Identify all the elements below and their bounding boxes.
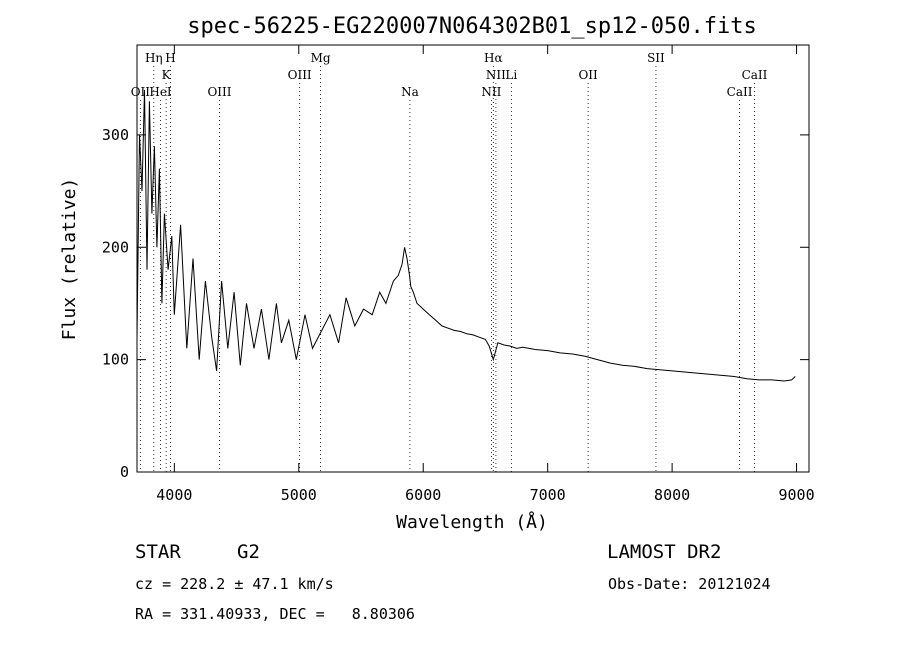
spectral-line-label: OII [578, 68, 598, 82]
y-tick-label: 200 [102, 238, 129, 256]
spectral-line-label: H [165, 51, 175, 65]
y-axis-label: Flux (relative) [59, 178, 80, 341]
survey-label: LAMOST DR2 [607, 541, 722, 563]
spectral-line-label: NII [486, 68, 506, 82]
x-tick-label: 7000 [530, 486, 566, 504]
redshift-velocity: cz = 228.2 ± 47.1 km/s [135, 575, 334, 593]
spectral-line-label: Hα [484, 51, 503, 65]
spectral-line-label: NII [481, 85, 501, 99]
spectral-line-label: CaII [727, 85, 753, 99]
y-tick-label: 100 [102, 351, 129, 369]
spectral-line-label: OIII [207, 85, 231, 99]
x-tick-label: 6000 [405, 486, 441, 504]
x-tick-label: 9000 [778, 486, 814, 504]
spectral-line-label: SII [647, 51, 665, 65]
spectral-line-label: HeI [149, 85, 172, 99]
x-tick-label: 4000 [156, 486, 192, 504]
coordinates: RA = 331.40933, DEC = 8.80306 [135, 605, 415, 623]
spectral-line-label: CaII [742, 68, 768, 82]
object-subclass: G2 [237, 541, 260, 563]
x-tick-label: 8000 [654, 486, 690, 504]
x-axis: 4000 5000 6000 7000 8000 9000 [156, 45, 815, 504]
spectrum-series-line [136, 89, 796, 382]
spectral-line-label: OII [131, 85, 151, 99]
spectral-line-label: Li [505, 68, 517, 82]
plot-frame [136, 44, 810, 473]
x-axis-label: Wavelength (Å) [396, 511, 548, 533]
spectral-line-label: Na [401, 85, 419, 99]
spectral-line-label: Hη [145, 51, 163, 65]
spectral-line-label: Mg [311, 51, 331, 65]
chart-title: spec-56225-EG220007N064302B01_sp12-050.f… [187, 14, 757, 39]
observation-date: Obs-Date: 20121024 [608, 575, 771, 593]
y-axis: 0 100 200 300 [102, 126, 809, 481]
spectral-line-label: K [162, 68, 172, 82]
object-class: STAR [135, 541, 181, 563]
spectral-line-label: OIII [288, 68, 312, 82]
x-tick-label: 5000 [281, 486, 317, 504]
y-tick-label: 0 [120, 463, 129, 481]
y-tick-label: 300 [102, 126, 129, 144]
